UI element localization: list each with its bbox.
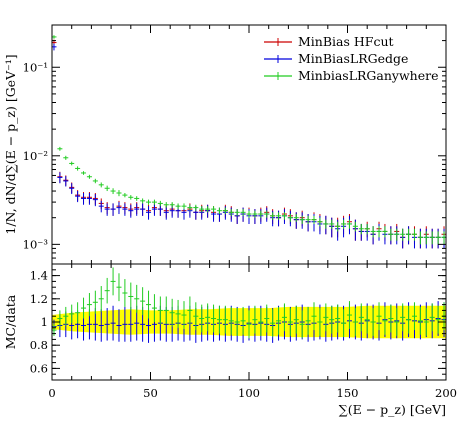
x-tick-label: 50 [143,386,158,400]
main-panel: 10⁻³ 10⁻² 10⁻¹ 1/N, dN/d∑(E − p_z) [GeV⁻¹]… [3,24,447,265]
y-tick-label: 10⁻¹ [23,60,48,74]
ratio-y-tick-label: 1 [41,315,48,329]
ratio-series-1 [51,267,447,339]
x-tick-label: 0 [48,386,55,400]
x-tick-label: 150 [337,386,359,400]
legend-label: MinBias HFcut [298,34,394,49]
x-tick-label: 200 [435,386,457,400]
ratio-y-tick-label: 1.2 [30,292,48,306]
series-2 [51,35,447,245]
ratio-y-tick-label: 1.4 [30,269,48,283]
x-tick-label: 100 [238,386,260,400]
ratio-y-axis-label: MC/data [3,294,18,349]
y-tick-label: 10⁻² [23,149,48,163]
legend-label: MinBiasLRGedge [298,51,408,66]
ratio-y-tick-label: 0.8 [30,338,48,352]
main-y-axis-label: 1/N, dN/d∑(E − p_z) [GeV⁻¹] [3,54,18,234]
x-axis-label: ∑(E − p_z) [GeV] [339,402,446,417]
legend: MinBias HFcut MinBiasLRGedge MinbiasLRGany… [264,34,439,83]
ratio-panel: 0.6 0.8 1 1.2 1.4 0 50 100 150 200 MC/data ∑(E − … [3,263,457,417]
y-tick-label: 10⁻³ [23,237,49,251]
legend-label: MinbiasLRGanywhere [298,68,439,83]
ratio-y-tick-label: 0.6 [30,361,48,375]
